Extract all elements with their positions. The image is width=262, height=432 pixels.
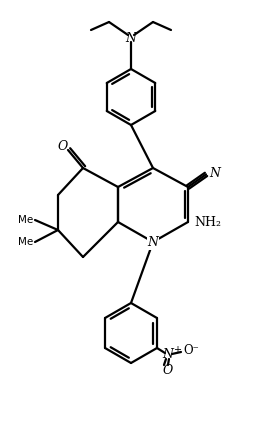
Text: O: O bbox=[58, 140, 68, 152]
Text: N: N bbox=[209, 167, 220, 180]
Text: Me: Me bbox=[18, 237, 33, 247]
Text: NH₂: NH₂ bbox=[194, 216, 221, 229]
Text: O: O bbox=[163, 363, 173, 377]
Text: O⁻: O⁻ bbox=[183, 344, 199, 358]
Text: N: N bbox=[125, 32, 137, 44]
Text: N: N bbox=[148, 236, 159, 250]
Text: +: + bbox=[173, 345, 181, 355]
Text: Me: Me bbox=[18, 215, 33, 225]
Text: N: N bbox=[162, 349, 173, 362]
